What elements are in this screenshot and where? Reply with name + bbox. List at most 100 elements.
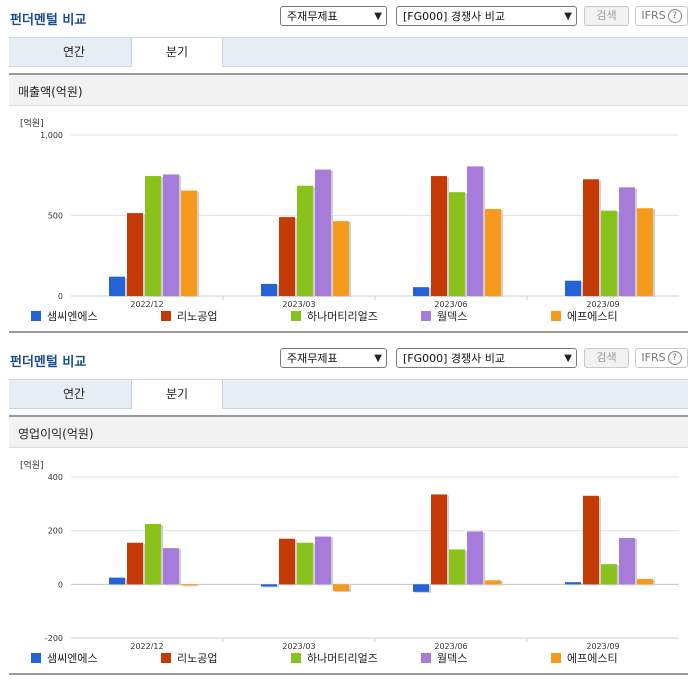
bar-에프에스티-2023-09	[637, 578, 653, 585]
search-button[interactable]: 검색	[584, 348, 629, 368]
legend-item-샘씨엔에스: 샘씨엔에스	[31, 308, 98, 324]
legend-swatch	[551, 653, 561, 663]
bar-샘씨엔에스-2023-03	[261, 584, 277, 587]
x-tick-label: 2022/12	[130, 642, 163, 649]
legend-item-리노공업: 리노공업	[161, 650, 217, 666]
bar-하나머티리얼즈-2022-12	[145, 523, 161, 585]
legend-label: 샘씨엔에스	[47, 310, 98, 323]
x-tick-label: 2022/12	[130, 300, 163, 307]
compare-select[interactable]: [FG000] 경쟁사 비교 ▼	[396, 348, 577, 368]
chevron-down-icon: ▼	[564, 353, 572, 364]
bar-에프에스티-2023-03	[333, 221, 349, 296]
legend-swatch	[421, 653, 431, 663]
bar-리노공업-2022-12	[127, 542, 143, 585]
bar-에프에스티-2023-06	[485, 209, 501, 296]
bar-리노공업-2022-12	[127, 213, 143, 296]
bar-하나머티리얼즈-2023-09	[601, 564, 617, 585]
legend-label: 월덱스	[437, 652, 468, 665]
panel-title: 펀더멘털 비교	[10, 355, 87, 370]
legend-swatch	[551, 311, 561, 321]
y-tick-label: -200	[45, 634, 63, 643]
unit-label: [억원]	[20, 459, 44, 471]
bar-리노공업-2023-09	[583, 179, 599, 296]
legend-item-에프에스티: 에프에스티	[551, 308, 618, 324]
period-tabs: 연간 분기	[9, 37, 688, 67]
y-tick-label: 500	[48, 212, 63, 221]
chevron-down-icon: ▼	[374, 353, 382, 364]
bar-샘씨엔에스-2023-09	[565, 280, 581, 296]
bar-하나머티리얼즈-2022-12	[145, 176, 161, 296]
panel-title: 펀더멘털 비교	[10, 13, 87, 28]
bar-샘씨엔에스-2023-06	[413, 287, 429, 296]
y-tick-label: 1,000	[40, 131, 63, 140]
legend-item-하나머티리얼즈: 하나머티리얼즈	[291, 650, 378, 666]
tab-annual[interactable]: 연간	[62, 387, 86, 401]
operating-profit-chart: [억원] -200 0 200 400 2022/12 2023/03 2023/06 2023…	[20, 459, 679, 649]
bar-샘씨엔에스-2023-09	[565, 582, 581, 585]
bar-월덱스-2023-03	[315, 169, 331, 296]
bar-에프에스티-2022-12	[181, 190, 197, 296]
x-tick-label: 2023/06	[434, 642, 467, 649]
legend-item-월덱스: 월덱스	[421, 650, 467, 666]
x-tick-label: 2023/09	[586, 300, 619, 307]
legend-swatch	[161, 653, 171, 663]
legend-swatch	[421, 311, 431, 321]
legend-item-월덱스: 월덱스	[421, 308, 467, 324]
legend-item-에프에스티: 에프에스티	[551, 650, 618, 666]
bar-월덱스-2023-03	[315, 536, 331, 585]
help-icon[interactable]: ?	[667, 9, 682, 23]
period-tabs: 연간 분기	[9, 379, 688, 409]
legend-label: 월덱스	[437, 310, 468, 323]
bar-리노공업-2023-09	[583, 495, 599, 585]
fundamental-panel-revenue: 펀더멘털 비교 주재무제표 ▼ [FG000] 경쟁사 비교 ▼ 검색 IFRS? …	[0, 0, 696, 335]
bar-리노공업-2023-03	[279, 217, 295, 296]
chart-title: 매출액(억원)	[18, 85, 83, 99]
legend-label: 에프에스티	[567, 310, 618, 323]
compare-select[interactable]: [FG000] 경쟁사 비교 ▼	[396, 6, 577, 26]
chart-title: 영업이익(억원)	[18, 427, 94, 441]
legend-label: 에프에스티	[567, 652, 618, 665]
statement-select[interactable]: 주재무제표 ▼	[280, 6, 387, 26]
bar-리노공업-2023-03	[279, 538, 295, 585]
legend-label: 샘씨엔에스	[47, 652, 98, 665]
legend-label: 하나머티리얼즈	[307, 652, 378, 665]
legend-swatch	[31, 311, 41, 321]
bar-shadow	[183, 585, 199, 587]
x-tick-label: 2023/03	[282, 300, 315, 307]
legend-item-리노공업: 리노공업	[161, 308, 217, 324]
tab-quarterly[interactable]: 분기	[131, 38, 223, 67]
legend-swatch	[291, 311, 301, 321]
bar-하나머티리얼즈-2023-06	[449, 192, 465, 296]
revenue-chart: [억원] 0 500 1,000 2022/12 2023/03 2023/06 2023/0…	[20, 117, 679, 307]
y-tick-label: 400	[48, 473, 63, 482]
ifrs-button[interactable]: IFRS?	[635, 6, 688, 26]
chart-legend: 샘씨엔에스 리노공업 하나머티리얼즈 월덱스 에프에스티	[9, 308, 688, 326]
chart-container: 매출액(억원) [억원] 0 500 1,000 2022/12 2023/03 2023/…	[9, 73, 688, 333]
legend-swatch	[31, 653, 41, 663]
bar-하나머티리얼즈-2023-03	[297, 185, 313, 296]
legend-item-샘씨엔에스: 샘씨엔에스	[31, 650, 98, 666]
chart-legend: 샘씨엔에스 리노공업 하나머티리얼즈 월덱스 에프에스티	[9, 650, 688, 668]
search-button[interactable]: 검색	[584, 6, 629, 26]
bar-에프에스티-2023-03	[333, 584, 349, 592]
help-icon[interactable]: ?	[667, 351, 682, 365]
legend-item-하나머티리얼즈: 하나머티리얼즈	[291, 308, 378, 324]
bar-월덱스-2023-06	[467, 166, 483, 296]
chevron-down-icon: ▼	[374, 11, 382, 22]
unit-label: [억원]	[20, 117, 44, 129]
legend-label: 리노공업	[177, 652, 218, 665]
y-tick-label: 0	[58, 580, 63, 589]
legend-swatch	[161, 311, 171, 321]
bar-월덱스-2022-12	[163, 174, 179, 296]
bar-에프에스티-2023-06	[485, 580, 501, 585]
tab-annual[interactable]: 연간	[62, 45, 86, 59]
tab-quarterly[interactable]: 분기	[131, 380, 223, 409]
ifrs-button[interactable]: IFRS?	[635, 348, 688, 368]
bar-샘씨엔에스-2022-12	[109, 276, 125, 296]
chart-header: 영업이익(억원)	[9, 417, 688, 448]
statement-select[interactable]: 주재무제표 ▼	[280, 348, 387, 368]
chart-header: 매출액(억원)	[9, 75, 688, 106]
bar-하나머티리얼즈-2023-03	[297, 542, 313, 585]
bar-월덱스-2023-09	[619, 187, 635, 296]
legend-label: 하나머티리얼즈	[307, 310, 378, 323]
